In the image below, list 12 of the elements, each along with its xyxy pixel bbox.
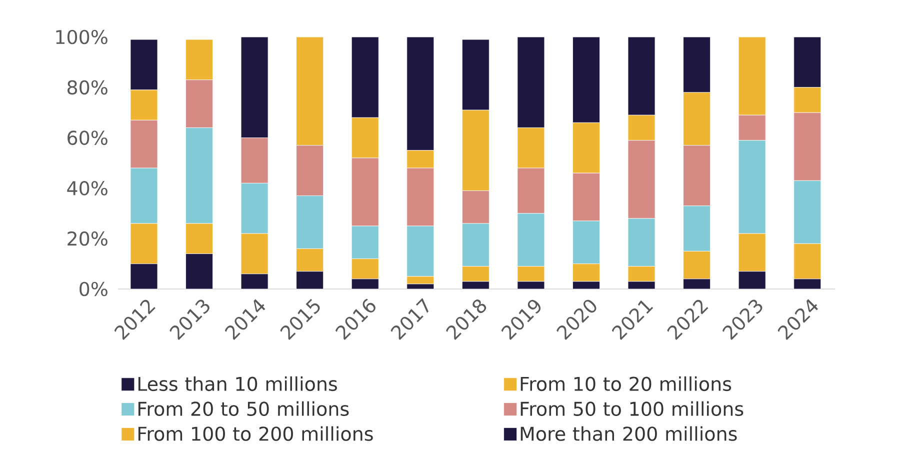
y-tick-label: 60% [68, 130, 108, 145]
legend-label: From 20 to 50 millions [138, 401, 349, 416]
y-tick-label: 0% [80, 282, 108, 296]
legend-label: Less than 10 millions [138, 376, 337, 392]
y-tick-label: 80% [68, 80, 108, 95]
legend-label: From 50 to 100 millions [520, 401, 744, 416]
y-tick-label: 20% [68, 231, 108, 246]
y-tick-label: 40% [67, 181, 108, 196]
legend-label: More than 200 millions [520, 426, 737, 441]
legend-label: From 10 to 20 millions [520, 376, 732, 392]
y-tick-label: 100% [56, 30, 108, 44]
legend-label: From 100 to 200 millions [138, 426, 373, 441]
